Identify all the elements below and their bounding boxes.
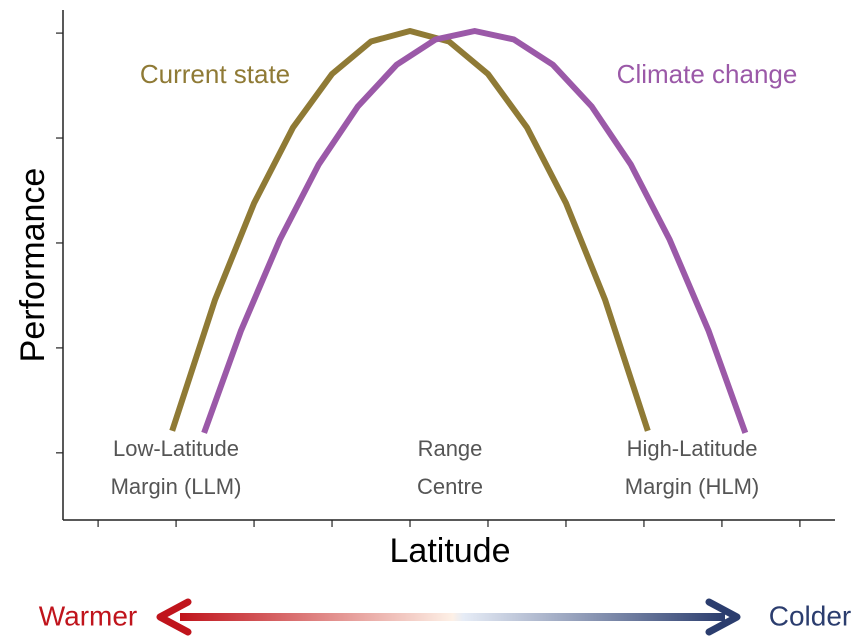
- arrow-head-left: [156, 598, 192, 636]
- y-axis-title: Performance: [14, 168, 52, 363]
- margin-label: Margin (HLM): [625, 474, 759, 499]
- arrow-head-right: [705, 598, 741, 636]
- gradient-left-label: Warmer: [39, 600, 138, 631]
- legend-label: Climate change: [617, 59, 798, 89]
- margin-label: High-Latitude: [627, 436, 758, 461]
- margin-label: Margin (LLM): [111, 474, 242, 499]
- margin-label: Low-Latitude: [113, 436, 239, 461]
- gradient-right-label: Colder: [769, 600, 851, 631]
- margin-label: Range: [418, 436, 483, 461]
- series-line: [201, 28, 749, 434]
- margin-label: Centre: [417, 474, 483, 499]
- gradient-arrow-shaft: [180, 613, 725, 621]
- x-axis-title: Latitude: [390, 532, 511, 570]
- series-line: [169, 28, 651, 432]
- legend-label: Current state: [140, 59, 290, 89]
